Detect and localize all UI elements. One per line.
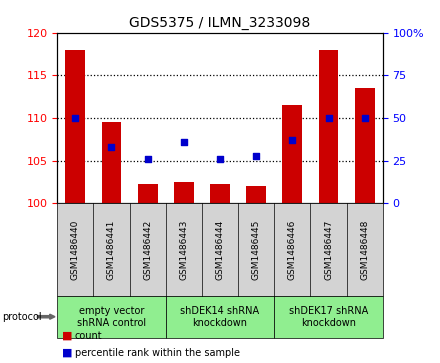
Text: ■: ■ (62, 331, 72, 341)
Point (180, 139, 187, 145)
Bar (355, 88, 375, 203)
Text: percentile rank within the sample: percentile rank within the sample (75, 348, 240, 358)
Point (289, 137, 296, 143)
Text: shDEK17 shRNA
knockdown: shDEK17 shRNA knockdown (289, 306, 368, 327)
Text: GSM1486445: GSM1486445 (252, 219, 260, 280)
Text: empty vector
shRNA control: empty vector shRNA control (77, 306, 146, 327)
Text: GSM1486442: GSM1486442 (143, 220, 152, 280)
Bar (174, 182, 194, 203)
Bar (210, 184, 230, 203)
Title: GDS5375 / ILMN_3233098: GDS5375 / ILMN_3233098 (129, 16, 311, 30)
Bar (138, 184, 158, 203)
Bar (282, 105, 302, 203)
Bar (66, 50, 85, 203)
Text: ■: ■ (62, 348, 72, 358)
Text: count: count (75, 331, 103, 341)
Point (253, 152, 260, 158)
Text: protocol: protocol (2, 312, 42, 322)
Text: GSM1486440: GSM1486440 (71, 219, 80, 280)
Text: GSM1486447: GSM1486447 (324, 219, 333, 280)
Point (108, 144, 115, 150)
Bar (246, 186, 266, 203)
Point (361, 115, 368, 121)
Text: GSM1486441: GSM1486441 (107, 219, 116, 280)
Point (144, 156, 151, 162)
Text: shDEK14 shRNA
knockdown: shDEK14 shRNA knockdown (180, 306, 260, 327)
Point (325, 115, 332, 121)
Point (72, 115, 79, 121)
Text: GSM1486448: GSM1486448 (360, 219, 369, 280)
Point (216, 156, 224, 162)
Bar (102, 122, 121, 203)
Bar (319, 50, 338, 203)
Text: GSM1486443: GSM1486443 (180, 219, 188, 280)
Text: GSM1486446: GSM1486446 (288, 219, 297, 280)
Text: GSM1486444: GSM1486444 (216, 220, 224, 280)
